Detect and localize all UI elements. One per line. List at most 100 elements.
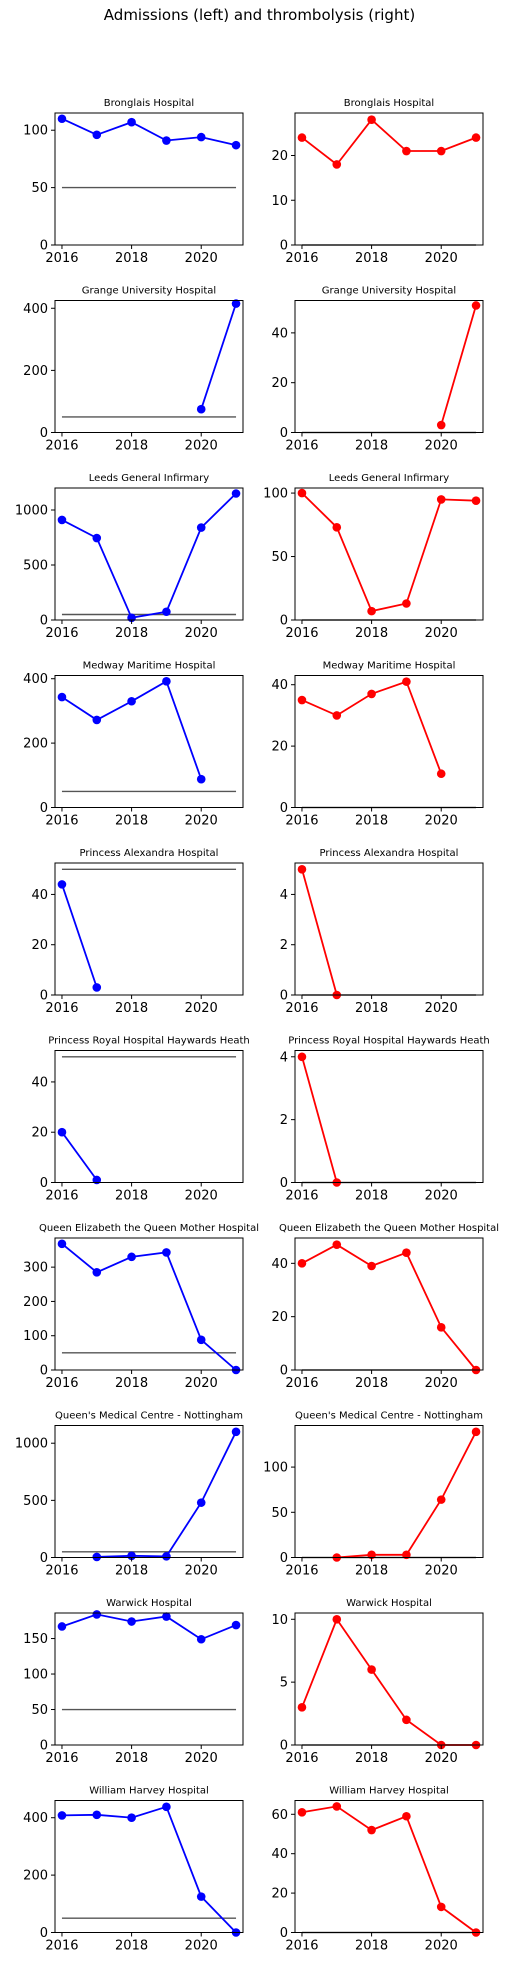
y-tick-label: 40 <box>271 1847 288 1862</box>
x-tick-label: 2016 <box>285 1939 318 1954</box>
axes-frame <box>294 1050 484 1183</box>
data-point <box>57 114 67 124</box>
subplot-title: William Harvey Hospital <box>89 1786 209 1797</box>
x-tick-label: 2018 <box>355 1189 388 1204</box>
y-tick-label: 0 <box>280 1364 288 1379</box>
data-point <box>231 1620 241 1630</box>
data-point <box>127 1813 136 1823</box>
subplot-thrombolysis-7: Queen Elizabeth the Queen Mother Hospita… <box>271 1223 499 1391</box>
y-tick-label: 0 <box>40 614 48 629</box>
data-point <box>92 983 102 992</box>
y-tick-label: 200 <box>23 1869 48 1884</box>
data-point <box>92 1610 102 1619</box>
y-tick-label: 40 <box>31 1075 48 1090</box>
y-tick-label: 50 <box>271 550 288 565</box>
y-tick-label: 0 <box>40 1926 48 1941</box>
x-tick-label: 2018 <box>115 1939 148 1954</box>
y-tick-label: 50 <box>31 1703 48 1718</box>
y-tick-label: 0 <box>280 801 288 816</box>
series-line <box>61 884 98 988</box>
data-point <box>57 1811 67 1820</box>
y-tick-label: 4 <box>280 888 288 903</box>
data-point <box>436 769 446 779</box>
data-point <box>297 1259 307 1268</box>
subplot-thrombolysis-9: Warwick Hospital 2016 2018 2020 0 5 10 <box>271 1598 484 1766</box>
y-tick-label: 0 <box>40 1176 48 1191</box>
series-line <box>440 305 477 426</box>
x-tick-label: 2016 <box>285 1564 318 1579</box>
x-tick-label: 2020 <box>425 1939 458 1954</box>
axes-frame <box>294 300 484 433</box>
x-tick-label: 2018 <box>355 1001 388 1016</box>
axes-frame <box>294 1237 484 1371</box>
y-tick-label: 5 <box>280 1676 288 1691</box>
series-line <box>61 1243 237 1371</box>
data-point <box>297 488 307 498</box>
data-point <box>471 496 481 505</box>
y-tick-label: 20 <box>271 149 288 164</box>
series-line <box>301 1617 476 1746</box>
y-tick-label: 200 <box>23 364 48 379</box>
data-point <box>196 1634 206 1644</box>
y-tick-label: 20 <box>31 938 48 953</box>
data-point <box>297 133 307 142</box>
subplot-admissions-10: William Harvey Hospital 2016 2018 2020 0 200 4… <box>23 1786 244 1954</box>
subplot-title: Bronglais Hospital <box>104 98 194 109</box>
x-tick-label: 2018 <box>115 251 148 266</box>
x-tick-label: 2018 <box>115 814 148 829</box>
data-point <box>231 489 241 498</box>
data-point <box>367 1665 376 1674</box>
x-tick-label: 2020 <box>425 1564 458 1579</box>
y-tick-label: 20 <box>31 1126 48 1141</box>
y-tick-label: 10 <box>271 194 288 209</box>
data-point <box>436 1323 446 1332</box>
data-point <box>162 1802 171 1812</box>
y-tick-label: 40 <box>271 1257 288 1272</box>
y-tick-label: 100 <box>23 124 48 139</box>
series-line <box>61 1805 237 1934</box>
data-point <box>436 1902 446 1912</box>
data-point <box>471 133 481 142</box>
data-point <box>57 1239 67 1249</box>
subplot-title: Medway Maritime Hospital <box>323 661 456 672</box>
y-tick-label: 0 <box>40 1364 48 1379</box>
data-point <box>92 130 102 140</box>
y-tick-label: 40 <box>271 678 288 693</box>
subplot-title: Grange University Hospital <box>82 286 216 297</box>
y-tick-label: 0 <box>280 1176 288 1191</box>
x-tick-label: 2016 <box>45 251 78 266</box>
x-tick-label: 2018 <box>355 439 388 454</box>
y-tick-label: 100 <box>263 487 288 502</box>
series-line <box>61 679 203 780</box>
y-tick-label: 400 <box>23 1811 48 1826</box>
subplot-title: Warwick Hospital <box>346 1598 432 1609</box>
series-line <box>61 492 237 619</box>
data-point <box>57 1622 67 1631</box>
data-point <box>297 1052 307 1062</box>
data-point <box>297 695 307 705</box>
subplot-title: Bronglais Hospital <box>344 98 434 109</box>
x-tick-label: 2020 <box>185 439 218 454</box>
data-point <box>297 864 307 874</box>
data-point <box>57 880 67 889</box>
series-line <box>301 869 338 996</box>
data-point <box>162 1612 171 1621</box>
axes-frame <box>294 487 484 621</box>
x-tick-label: 2020 <box>185 1189 218 1204</box>
x-tick-label: 2016 <box>45 1564 78 1579</box>
subplot-title: Princess Alexandra Hospital <box>80 848 219 859</box>
subplot-title: Queen's Medical Centre - Nottingham <box>55 1411 243 1422</box>
data-point <box>332 523 342 532</box>
data-point <box>196 1335 206 1345</box>
data-point <box>57 515 67 525</box>
axes-frame <box>294 675 484 808</box>
series-line <box>96 1431 237 1558</box>
subplot-admissions-3: Leeds General Infirmary 2016 2018 2020 0 500 1… <box>15 473 244 641</box>
axes-frame <box>54 1050 244 1183</box>
x-tick-label: 2018 <box>115 1001 148 1016</box>
data-point <box>162 1552 171 1561</box>
y-tick-label: 0 <box>280 989 288 1004</box>
data-point <box>196 132 206 142</box>
axes-frame <box>54 300 244 433</box>
axes-frame <box>54 1237 244 1371</box>
